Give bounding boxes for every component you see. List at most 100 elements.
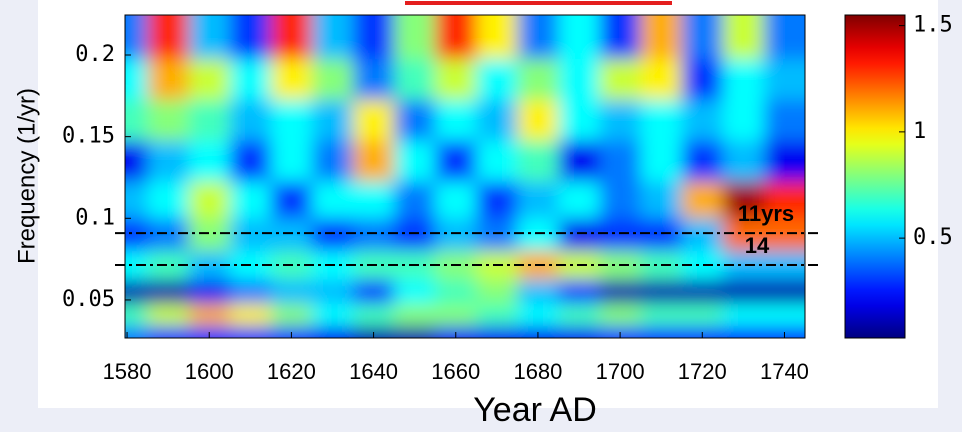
x-tick-label: 1620: [267, 359, 316, 384]
heat-cell: [722, 140, 765, 183]
heat-cell: [394, 59, 436, 101]
period-label: 11yrs: [738, 201, 794, 226]
heat-cell: [476, 279, 518, 305]
heat-cell: [476, 304, 518, 327]
heat-cell: [125, 181, 149, 219]
heat-cell: [188, 181, 231, 219]
heat-cell: [558, 59, 601, 101]
heat-cell: [125, 326, 149, 338]
heat-cell: [681, 99, 724, 142]
axes: 1580 1600 1620 1640 1660 1680 1700 1720 1740 0.2 0…: [62, 13, 953, 384]
heat-cell: [763, 181, 805, 219]
heat-cell: [681, 218, 724, 252]
heat-cell: [435, 15, 477, 60]
cells: [125, 15, 805, 338]
heat-cell: [394, 15, 436, 60]
heat-cell: [394, 218, 436, 252]
heat-cell: [476, 99, 518, 142]
heat-cell: [476, 326, 518, 338]
heat-cell: [558, 15, 601, 60]
heat-cell: [311, 181, 354, 219]
heat-cell: [640, 326, 683, 338]
heat-cell: [722, 15, 765, 60]
y-tick-label: 0.1: [75, 205, 115, 230]
heat-cell: [394, 99, 436, 142]
heat-cell: [147, 326, 190, 338]
colorbar-tick-label: 1.5: [913, 13, 953, 38]
heat-cell: [558, 181, 601, 219]
heat-cell: [681, 140, 724, 183]
heat-cell: [188, 218, 231, 252]
heat-cell: [188, 304, 231, 327]
y-tick-label: 0.05: [62, 287, 115, 312]
heat-cell: [640, 99, 683, 142]
heat-cell: [640, 218, 683, 252]
heat-cell: [270, 218, 313, 252]
heat-cell: [229, 15, 272, 60]
heat-cell: [147, 140, 190, 183]
colorbar: [844, 14, 906, 339]
heat-cell: [476, 59, 518, 101]
heat-cell: [188, 99, 231, 142]
heat-cell: [681, 15, 724, 60]
colorbar-tick-label: 1: [913, 119, 926, 144]
heat-cell: [353, 181, 395, 219]
heat-cell: [640, 304, 683, 327]
x-tick-label: 1720: [678, 359, 727, 384]
heat-cell: [558, 326, 601, 338]
heat-cell: [599, 304, 642, 327]
heat-cell: [681, 279, 724, 305]
heat-cell: [394, 140, 436, 183]
heat-cell: [763, 218, 805, 252]
heat-cell: [270, 279, 313, 305]
heat-cell: [353, 304, 395, 327]
heat-cell: [558, 279, 601, 305]
heat-cell: [476, 15, 518, 60]
heat-cell: [311, 140, 354, 183]
heat-cell: [435, 99, 477, 142]
heat-cell: [270, 15, 313, 60]
heat-cell: [311, 15, 354, 60]
heat-cell: [599, 140, 642, 183]
heat-cell: [435, 304, 477, 327]
heat-cell: [722, 326, 765, 338]
heat-cell: [763, 279, 805, 305]
heat-cell: [763, 15, 805, 60]
heat-cell: [722, 218, 765, 252]
heat-cell: [311, 99, 354, 142]
heat-cell: [394, 279, 436, 305]
heat-cell: [270, 99, 313, 142]
heat-cell: [353, 15, 395, 60]
heat-cell: [476, 140, 518, 183]
heat-cell: [311, 218, 354, 252]
heat-cell: [435, 181, 477, 219]
heat-cell: [394, 326, 436, 338]
heat-cell: [394, 181, 436, 219]
heat-cell: [229, 279, 272, 305]
heat-cell: [722, 279, 765, 305]
plot-frame: [124, 14, 806, 339]
x-tick-label: 1600: [185, 359, 234, 384]
x-tick-label: 1580: [103, 359, 152, 384]
heat-cell: [599, 15, 642, 60]
heat-cell: [229, 59, 272, 101]
heat-cell: [763, 140, 805, 183]
heat-cell: [125, 59, 149, 101]
heat-cell: [763, 59, 805, 101]
heat-cell: [147, 99, 190, 142]
heat-cell: [681, 181, 724, 219]
heat-cell: [722, 99, 765, 142]
y-tick-label: 0.2: [75, 42, 115, 67]
heat-cell: [558, 304, 601, 327]
heat-cell: [147, 218, 190, 252]
heat-cell: [229, 326, 272, 338]
heat-cell: [435, 59, 477, 101]
heat-cell: [435, 218, 477, 252]
heat-cell: [558, 99, 601, 142]
heat-cell: [640, 140, 683, 183]
heat-cell: [517, 59, 559, 101]
heat-cell: [147, 15, 190, 60]
heat-cell: [147, 279, 190, 305]
heat-cell: [394, 304, 436, 327]
